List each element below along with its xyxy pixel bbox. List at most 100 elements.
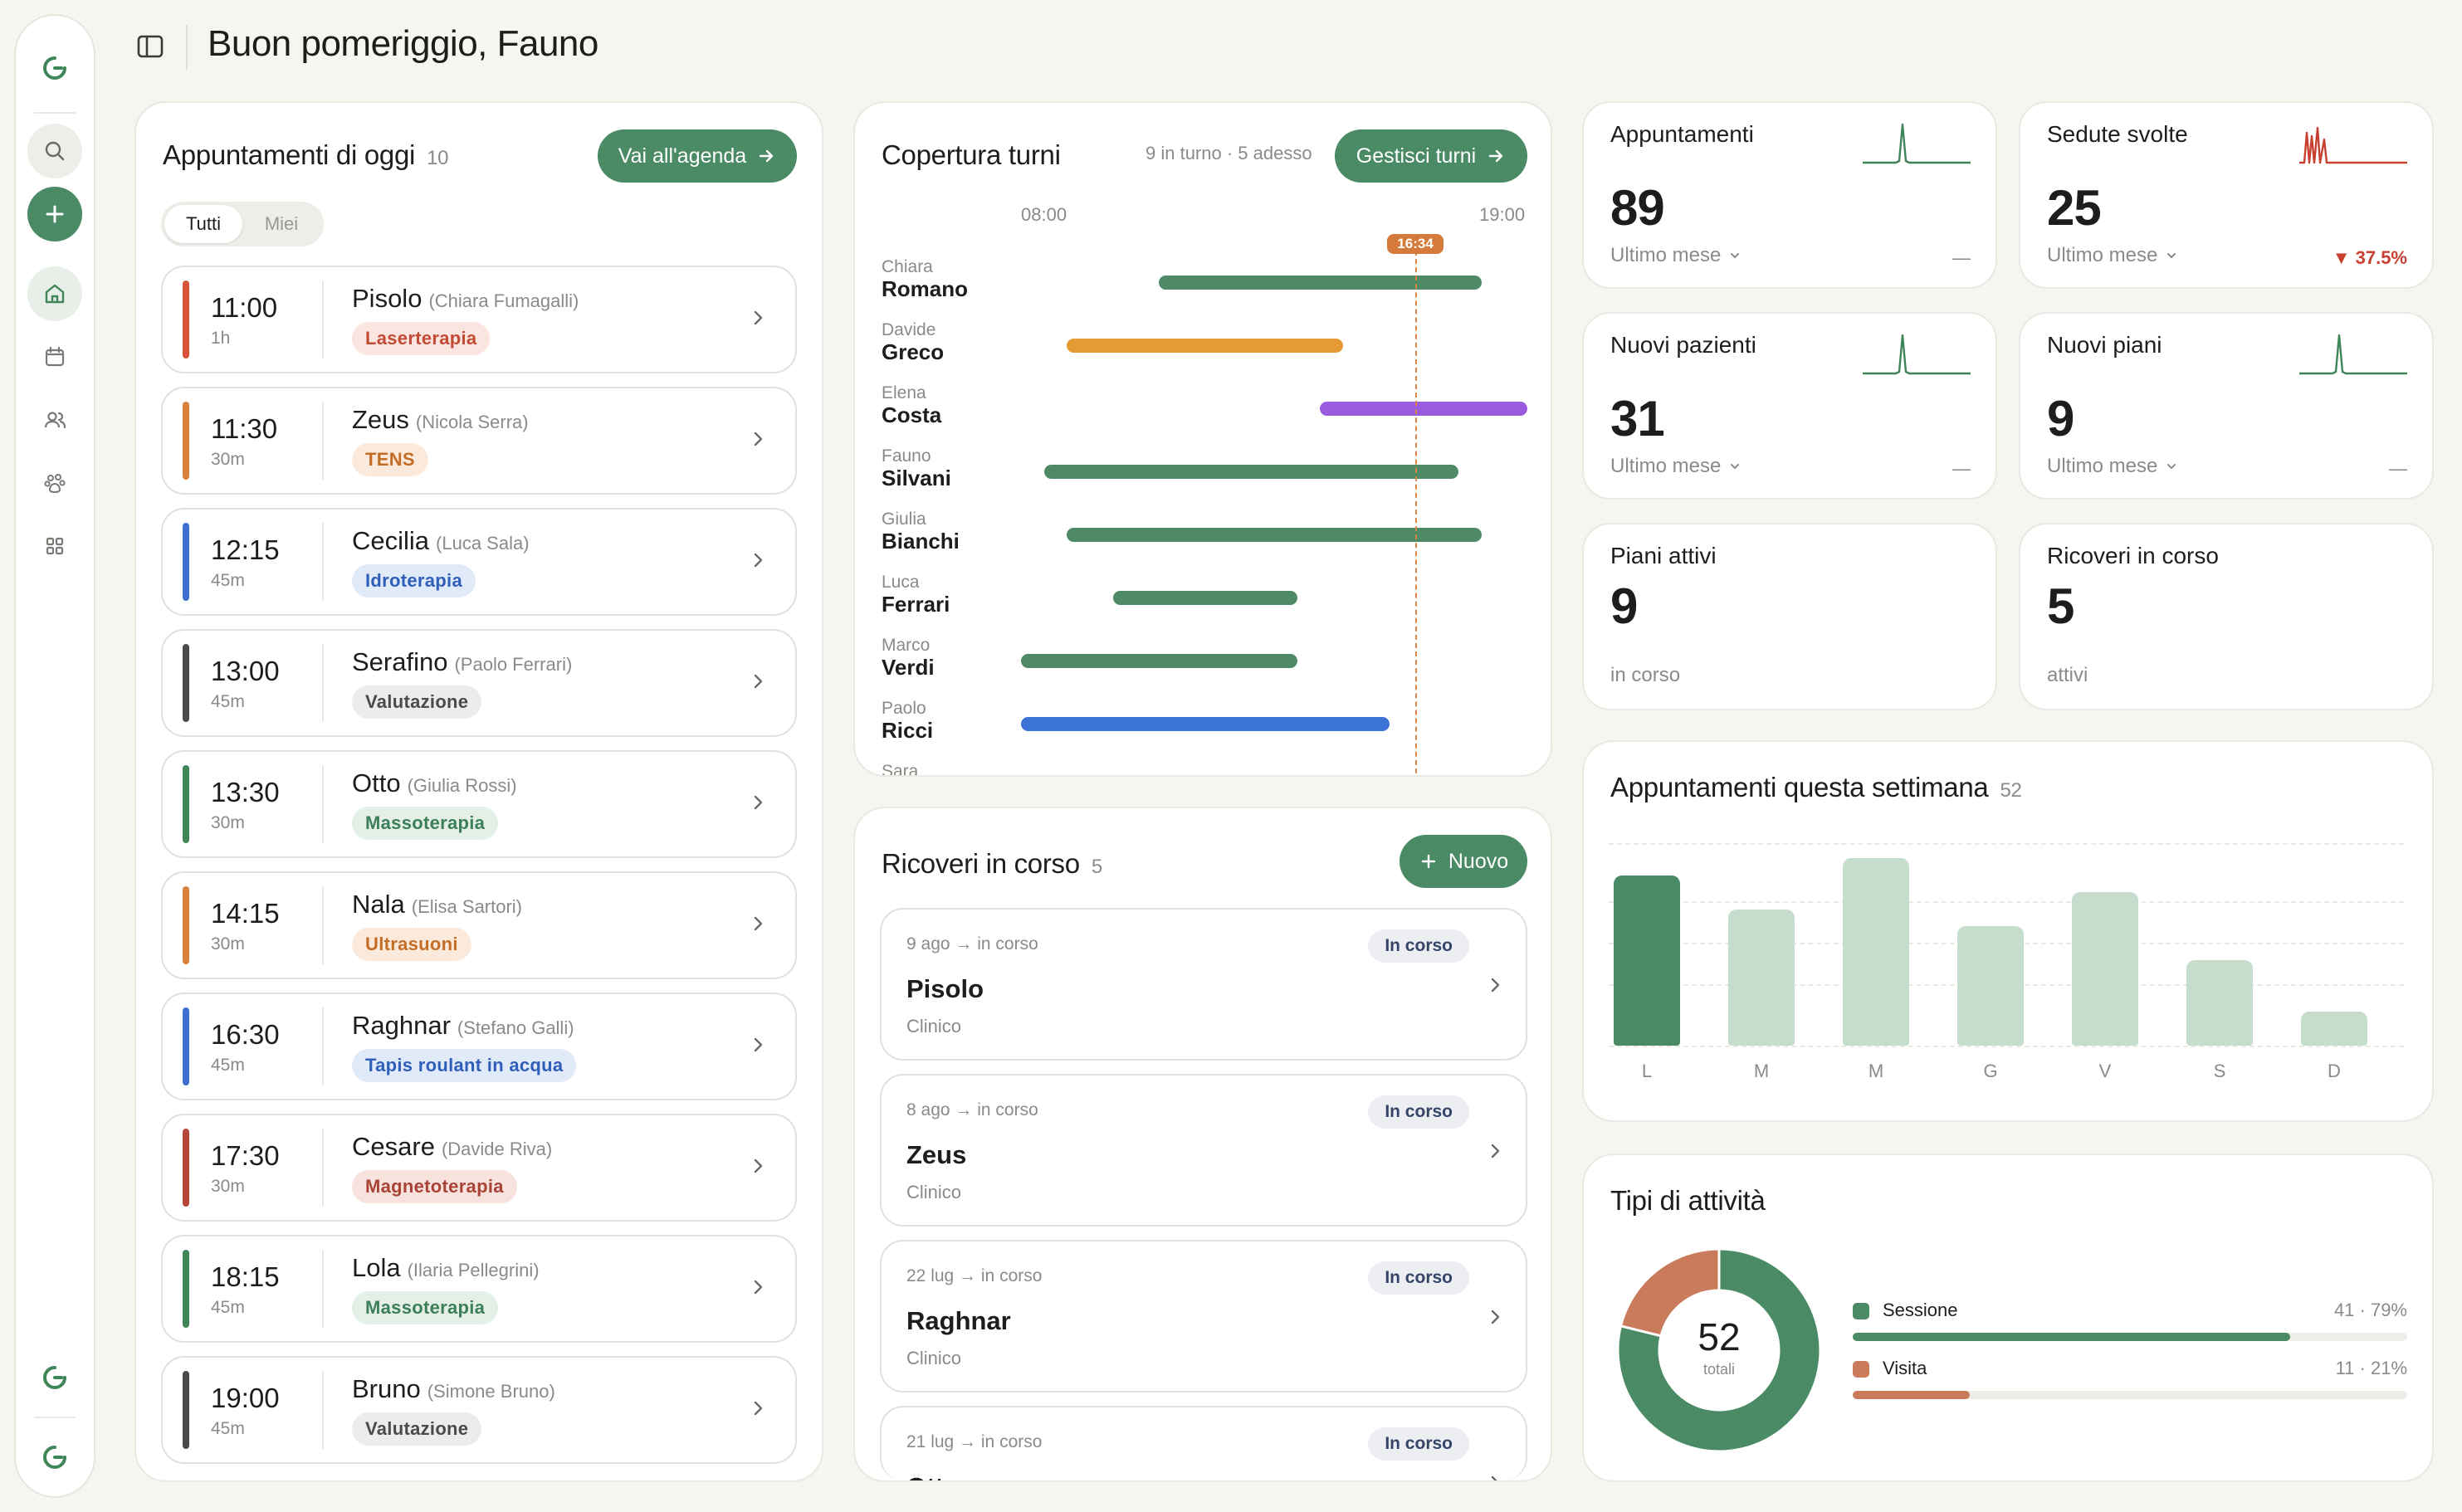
logo-icon[interactable] [27, 1350, 82, 1405]
chevron-right-icon[interactable] [747, 913, 769, 934]
appointment-duration: 30m [211, 934, 245, 954]
shift-bar[interactable] [1112, 591, 1297, 605]
users-icon[interactable] [27, 393, 82, 447]
shift-bar[interactable] [1320, 402, 1527, 416]
admission-item[interactable]: 9 ago → in corso In corso Pisolo Clinico [880, 908, 1527, 1061]
agenda-button[interactable]: Vai all'agenda [598, 129, 797, 183]
search-icon[interactable] [27, 124, 82, 178]
chevron-right-icon[interactable] [747, 671, 769, 692]
activities-title: Tipi di attività [1610, 1185, 1766, 1216]
manage-shifts-button[interactable]: Gestisci turni [1335, 129, 1527, 183]
appointment-divider [322, 765, 324, 843]
appointment-row[interactable]: 11:00 1h Pisolo (Chiara Fumagalli) Lasertera… [161, 266, 797, 373]
appointments-filter: Tutti Miei [161, 202, 324, 246]
chevron-right-icon[interactable] [747, 1155, 769, 1177]
treatment-tag: Massoterapia [352, 807, 499, 840]
admission-patient: Otto [906, 1472, 960, 1480]
legend-track [1853, 1333, 2407, 1341]
logo-icon[interactable] [27, 41, 82, 95]
chart-bar[interactable] [2072, 892, 2138, 1046]
appointment-row[interactable]: 12:15 45m Cecilia (Luca Sala) Idroterapia [161, 508, 797, 616]
kpi-subtitle[interactable]: Ultimo mese [2047, 244, 2179, 267]
sidebar-toggle-icon[interactable] [135, 32, 165, 61]
kpi-subtitle[interactable]: Ultimo mese [1610, 455, 1742, 478]
chevron-right-icon[interactable] [747, 1034, 769, 1056]
chevron-right-icon[interactable] [747, 307, 769, 329]
kpi-subtitle[interactable]: Ultimo mese [2047, 455, 2179, 478]
calendar-icon[interactable] [27, 329, 82, 384]
appointment-row[interactable]: 11:30 30m Zeus (Nicola Serra) TENS [161, 387, 797, 495]
chevron-right-icon[interactable] [747, 1276, 769, 1298]
staff-first-name: Fauno [882, 446, 931, 466]
admission-dates: 8 ago → in corso [906, 1100, 1038, 1119]
grid-icon[interactable] [27, 519, 82, 573]
shift-bar[interactable] [1067, 528, 1482, 542]
kpi-title: Nuovi piani [2047, 332, 2162, 358]
new-admission-button[interactable]: Nuovo [1400, 835, 1527, 888]
shift-bar[interactable] [1159, 276, 1482, 290]
appointment-time: 13:00 [211, 656, 280, 686]
admission-item[interactable]: 21 lug → in corso In corso Otto [880, 1406, 1527, 1480]
appointment-row[interactable]: 18:15 45m Lola (Ilaria Pellegrini) Massotera… [161, 1235, 797, 1343]
chevron-right-icon[interactable] [747, 1397, 769, 1419]
chart-bar[interactable] [1957, 926, 2024, 1046]
admission-kind: Clinico [906, 1348, 962, 1368]
chevron-right-icon[interactable] [1484, 1140, 1506, 1162]
chart-bar[interactable] [2186, 960, 2253, 1046]
patient-name: Otto [352, 768, 401, 797]
appointment-row[interactable]: 13:30 30m Otto (Giulia Rossi) Massoterapia [161, 750, 797, 858]
appointment-divider [322, 1129, 324, 1207]
treatment-tag: Valutazione [352, 685, 482, 719]
donut-slice[interactable] [1616, 1247, 1822, 1453]
appointment-row[interactable]: 19:00 45m Bruno (Simone Bruno) Valutazione [161, 1356, 797, 1464]
donut-slice[interactable] [1619, 1247, 1721, 1338]
staff-first-name: Paolo [882, 699, 926, 718]
chevron-right-icon[interactable] [747, 549, 769, 571]
kpi-card[interactable]: Appuntamenti 89 Ultimo mese — [1582, 101, 1997, 289]
appointment-row[interactable]: 14:15 30m Nala (Elisa Sartori) Ultrasuoni [161, 871, 797, 979]
kpi-trend: — [1952, 458, 1971, 479]
shift-bar[interactable] [1067, 339, 1344, 353]
kpi-value: 25 [2047, 180, 2102, 236]
kpi-subtitle[interactable]: Ultimo mese [1610, 244, 1742, 267]
kpi-card[interactable]: Sedute svolte 25 Ultimo mese ▼ 37.5% [2019, 101, 2434, 289]
appointment-patient: Otto (Giulia Rossi) [352, 768, 517, 798]
admission-dates: 21 lug → in corso [906, 1432, 1043, 1451]
home-icon[interactable] [27, 266, 82, 321]
admission-dates: 9 ago → in corso [906, 934, 1038, 954]
sparkline [2299, 126, 2407, 164]
chevron-right-icon[interactable] [1484, 974, 1506, 996]
kpi-card[interactable]: Ricoveri in corso 5 attivi [2019, 523, 2434, 710]
kpi-card[interactable]: Piani attivi 9 in corso [1582, 523, 1997, 710]
staff-name: Fauno Silvani [882, 446, 951, 491]
shift-bar[interactable] [1043, 465, 1458, 479]
admission-item[interactable]: 22 lug → in corso In corso Raghnar Clinico [880, 1240, 1527, 1393]
chevron-right-icon[interactable] [1484, 1472, 1506, 1480]
appointment-row[interactable]: 17:30 30m Cesare (Davide Riva) Magnetoterapi… [161, 1114, 797, 1222]
owner-name: (Nicola Serra) [415, 412, 529, 432]
treatment-tag: Magnetoterapia [352, 1170, 517, 1203]
staff-last-name: Costa [882, 402, 942, 428]
chevron-right-icon[interactable] [747, 428, 769, 450]
filter-miei[interactable]: Miei [264, 213, 299, 234]
filter-tutti[interactable]: Tutti [164, 205, 242, 243]
chart-bar[interactable] [1843, 858, 1909, 1046]
appointment-patient: Bruno (Simone Bruno) [352, 1374, 555, 1404]
kpi-card[interactable]: Nuovi pazienti 31 Ultimo mese — [1582, 312, 1997, 500]
legend-label: Sessione [1883, 1300, 1958, 1320]
appointment-row[interactable]: 16:30 45m Raghnar (Stefano Galli) Tapis roul… [161, 993, 797, 1100]
chart-x-label: M [1868, 1061, 1884, 1081]
add-icon[interactable] [27, 187, 82, 241]
chevron-right-icon[interactable] [1484, 1306, 1506, 1328]
admission-item[interactable]: 8 ago → in corso In corso Zeus Clinico [880, 1074, 1527, 1227]
chart-bar[interactable] [1728, 910, 1795, 1046]
logo-icon[interactable] [27, 1430, 82, 1485]
chart-bar[interactable] [2301, 1012, 2367, 1046]
shift-bar[interactable] [1021, 654, 1297, 668]
shift-bar[interactable] [1021, 717, 1390, 731]
kpi-card[interactable]: Nuovi piani 9 Ultimo mese — [2019, 312, 2434, 500]
chevron-right-icon[interactable] [747, 792, 769, 813]
appointment-row[interactable]: 13:00 45m Serafino (Paolo Ferrari) Valutazio… [161, 629, 797, 737]
paw-icon[interactable] [27, 456, 82, 510]
chart-bar[interactable] [1614, 875, 1680, 1046]
